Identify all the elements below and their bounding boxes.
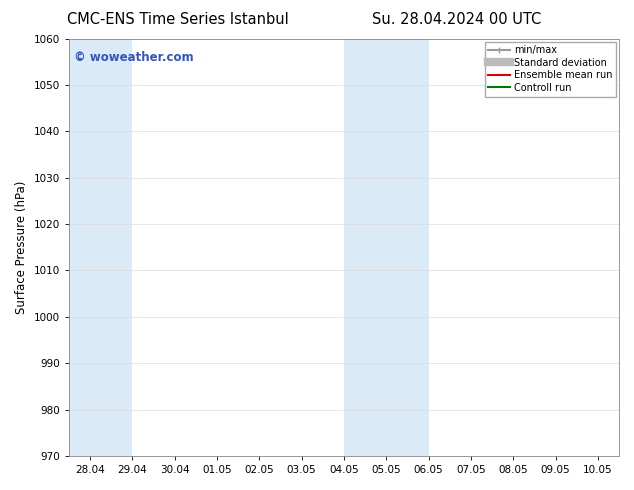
Legend: min/max, Standard deviation, Ensemble mean run, Controll run: min/max, Standard deviation, Ensemble me…	[484, 42, 616, 97]
Y-axis label: Surface Pressure (hPa): Surface Pressure (hPa)	[15, 181, 28, 314]
Bar	[344, 39, 429, 456]
Text: CMC-ENS Time Series Istanbul: CMC-ENS Time Series Istanbul	[67, 12, 288, 27]
Bar	[69, 39, 133, 456]
Text: Su. 28.04.2024 00 UTC: Su. 28.04.2024 00 UTC	[372, 12, 541, 27]
Text: © woweather.com: © woweather.com	[74, 51, 194, 64]
